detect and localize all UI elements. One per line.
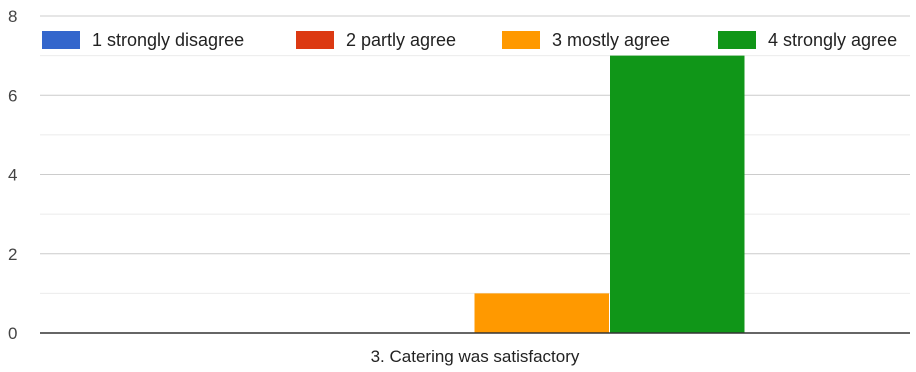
legend-item-4: 4 strongly agree [718, 30, 897, 50]
legend-label: 4 strongly agree [768, 30, 897, 50]
y-tick-label: 4 [8, 166, 17, 185]
legend-label: 2 partly agree [346, 30, 456, 50]
legend-item-1: 1 strongly disagree [42, 30, 244, 50]
legend-swatch [42, 31, 80, 49]
y-tick-label: 2 [8, 245, 17, 264]
legend-item-2: 2 partly agree [296, 30, 456, 50]
y-tick-label: 8 [8, 7, 17, 26]
gridlines [40, 15, 910, 294]
legend-swatch [296, 31, 334, 49]
x-category-label: 3. Catering was satisfactory [371, 347, 580, 366]
y-tick-label: 6 [8, 86, 17, 105]
bars [474, 55, 745, 333]
legend-swatch [718, 31, 756, 49]
bar-4 [610, 55, 745, 333]
legend-label: 1 strongly disagree [92, 30, 244, 50]
x-axis-categories: 3. Catering was satisfactory [371, 347, 580, 366]
y-tick-label: 0 [8, 324, 17, 343]
y-axis-ticks: 0 2 4 6 8 [8, 7, 17, 343]
legend-label: 3 mostly agree [552, 30, 670, 50]
legend: 1 strongly disagree 2 partly agree 3 mostl… [42, 30, 897, 50]
legend-item-3: 3 mostly agree [502, 30, 670, 50]
bar-3 [474, 293, 609, 333]
legend-swatch [502, 31, 540, 49]
